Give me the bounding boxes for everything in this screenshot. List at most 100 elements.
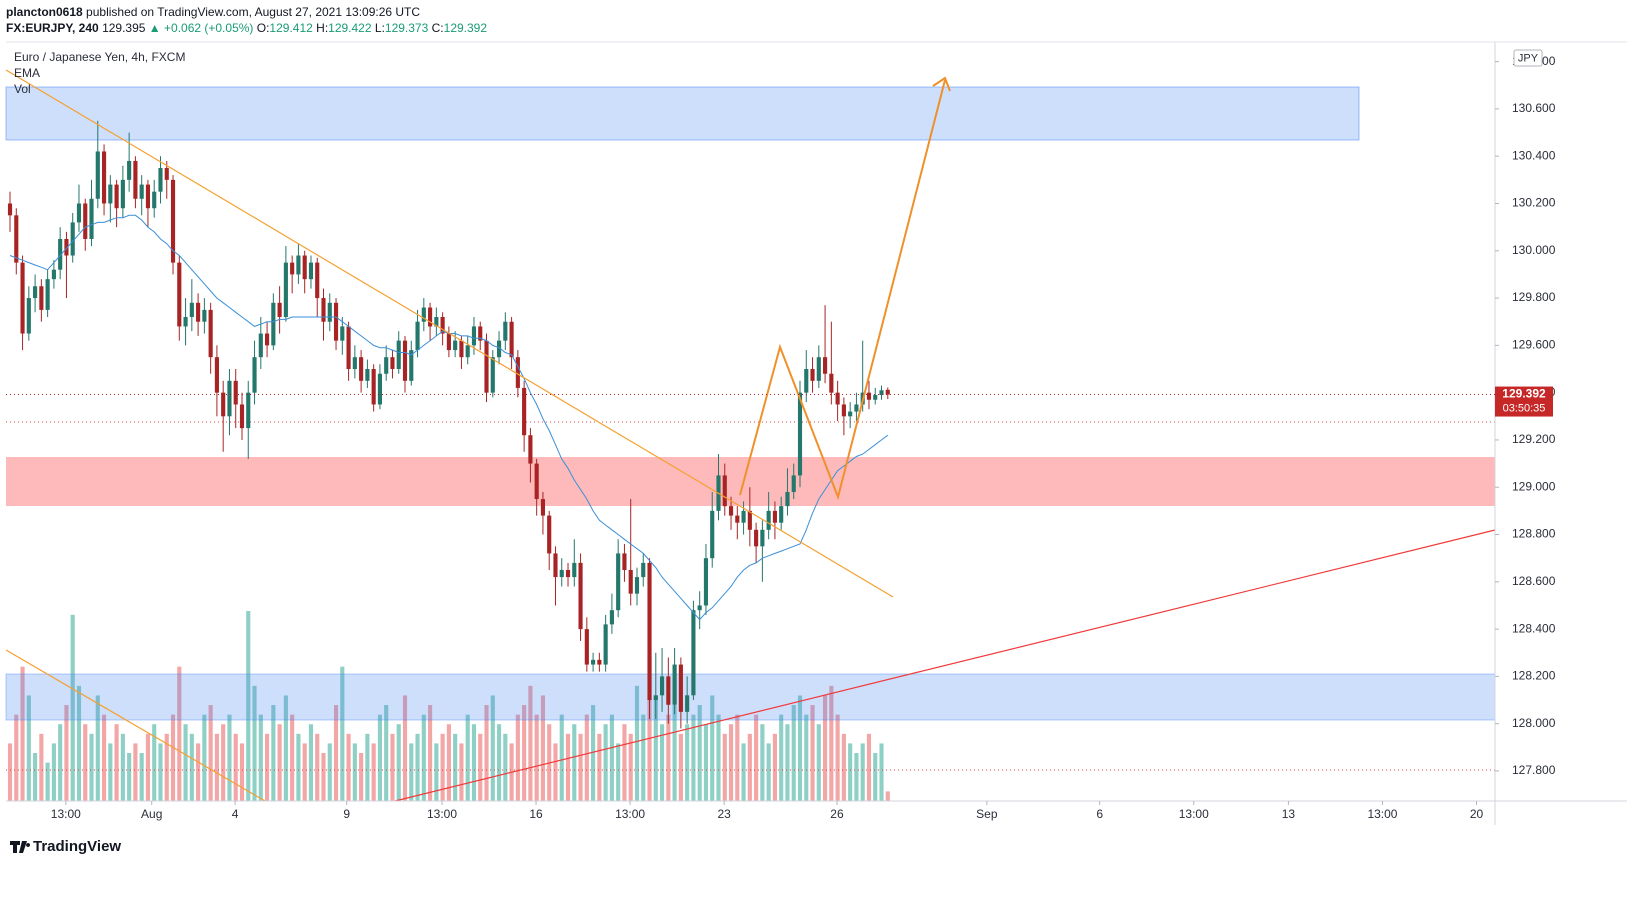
volume-bar (484, 705, 489, 801)
volume-bar (208, 705, 213, 801)
volume-bar (854, 753, 859, 801)
candle-body (20, 262, 25, 334)
candle-body (879, 390, 884, 396)
candle-body (866, 392, 872, 400)
candle-body (873, 395, 878, 400)
volume-bar (202, 714, 207, 801)
volume-bar (108, 743, 113, 801)
candle-body (565, 569, 571, 578)
volume-bar (860, 743, 865, 801)
volume-bar (64, 705, 69, 801)
y-tick-label: 128.600 (1512, 574, 1556, 588)
volume-bar (434, 743, 439, 801)
volume-bar (421, 714, 426, 801)
volume-bar (785, 724, 790, 801)
volume-bar (528, 685, 533, 801)
volume-bar (377, 714, 382, 801)
volume-bar (666, 714, 671, 801)
candle-layer (7, 120, 890, 729)
candle-body (772, 510, 777, 523)
arrow-head (932, 76, 951, 92)
candle-body (402, 340, 408, 381)
volume-bar (540, 695, 546, 801)
candle-body (584, 629, 589, 665)
volume-bar (703, 724, 709, 801)
volume-bar (685, 724, 690, 801)
candle-body (189, 302, 194, 317)
volume-bar (390, 733, 395, 801)
candle-body (164, 168, 169, 180)
volume-bar (754, 714, 759, 801)
ohlc-label: O: (256, 21, 270, 35)
candle-body (816, 357, 821, 381)
candle-body (572, 562, 577, 578)
volume-bar (841, 733, 846, 801)
symbol-line: FX:EURJPY, 240 129.395 ▲ +0.062 (+0.05%)… (6, 21, 487, 35)
candle-body (691, 610, 696, 696)
volume-bar (797, 695, 803, 801)
volume-bar (283, 695, 288, 801)
logo (10, 841, 31, 853)
volume-bar (697, 705, 702, 801)
candle-body (352, 357, 357, 370)
candle-body (114, 184, 119, 209)
candle-body (810, 369, 815, 381)
candle-body (823, 357, 828, 374)
candle-body (108, 184, 113, 204)
candle-body (710, 510, 715, 559)
candle-body (327, 302, 332, 322)
x-tick-label: 13:00 (51, 807, 81, 821)
publisher: plancton0618 (6, 5, 83, 19)
indicator-label: EMA (14, 66, 40, 80)
candle-body (490, 357, 495, 393)
candle-body (45, 279, 50, 310)
volume-bar (196, 743, 201, 801)
candle-body (70, 222, 75, 256)
volume-bar (747, 733, 752, 801)
volume-bar (214, 733, 219, 801)
volume-bar (20, 666, 25, 801)
ohlc-label: C: (431, 21, 444, 35)
candle-body (885, 389, 890, 395)
volume-bar (290, 714, 295, 801)
volume-bar (70, 614, 75, 801)
candle-body (196, 302, 201, 322)
volume-bar (415, 733, 420, 801)
candle-body (308, 262, 314, 280)
candle-body (271, 302, 276, 346)
y-tick-label: 129.000 (1512, 479, 1556, 493)
volume-bar (553, 743, 558, 801)
volume-bar (559, 714, 564, 801)
volume-bar (340, 666, 345, 801)
ohlc-label: L: (374, 21, 385, 35)
x-tick-label: 13:00 (1179, 807, 1209, 821)
candle-body (145, 184, 151, 209)
volume-bar (252, 685, 257, 801)
candle-body (89, 198, 94, 239)
volume-bar (766, 743, 771, 801)
candle-body (647, 562, 652, 701)
indicator-label: Vol (14, 82, 31, 96)
candle-body (446, 333, 451, 351)
price-badge (1495, 386, 1553, 417)
candle-body (371, 369, 376, 405)
candle-body (346, 326, 351, 370)
candle-body (33, 286, 38, 299)
volume-bar (7, 743, 13, 801)
candle-body (854, 404, 859, 412)
candle-body (120, 179, 125, 209)
candle-body (728, 506, 734, 516)
candle-body (101, 151, 107, 204)
candle-body (559, 569, 564, 578)
candle-body (534, 463, 539, 500)
x-tick-label: 13:00 (1367, 807, 1397, 821)
y-tick-label: 128.400 (1512, 621, 1556, 635)
volume-bar (26, 695, 31, 801)
candle-body (421, 307, 426, 322)
last: 129.395 (102, 21, 146, 35)
volume-bar (760, 724, 765, 801)
published-text: published on TradingView.com, August 27,… (86, 5, 421, 19)
candle-body (158, 168, 163, 192)
candle-body (766, 510, 771, 530)
